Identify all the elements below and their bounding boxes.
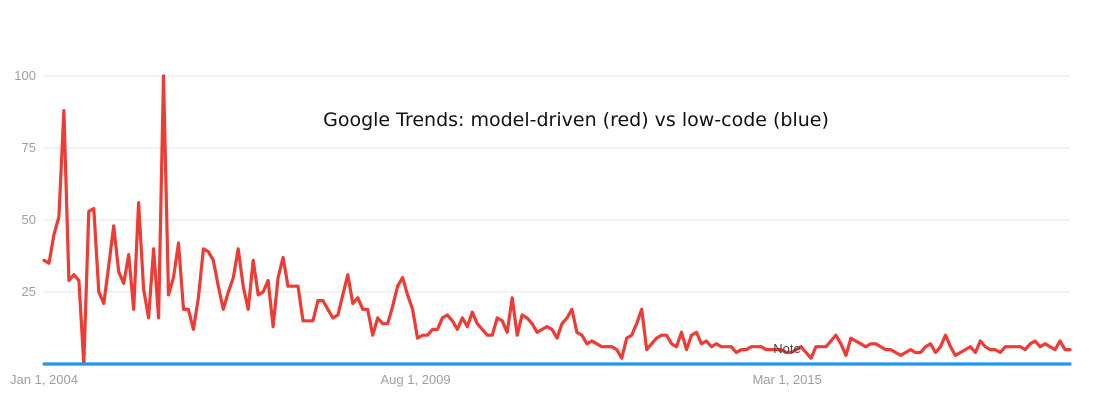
y-tick-label: 100: [14, 68, 36, 83]
y-axis-ticks: 100 75 50 25: [14, 68, 36, 299]
x-axis-ticks: Jan 1, 2004 Aug 1, 2009 Mar 1, 2015: [10, 372, 822, 387]
chart-title: Google Trends: model-driven (red) vs low…: [323, 109, 829, 131]
y-tick-label: 50: [22, 212, 36, 227]
y-tick-label: 25: [22, 284, 36, 299]
x-tick-label: Jan 1, 2004: [10, 372, 78, 387]
chart-annotation-note[interactable]: Note: [773, 341, 800, 356]
series-lines: [42, 74, 1072, 366]
x-tick-label: Aug 1, 2009: [381, 372, 451, 387]
y-tick-label: 75: [22, 140, 36, 155]
series-line-red: [42, 74, 1072, 366]
x-tick-label: Mar 1, 2015: [752, 372, 821, 387]
